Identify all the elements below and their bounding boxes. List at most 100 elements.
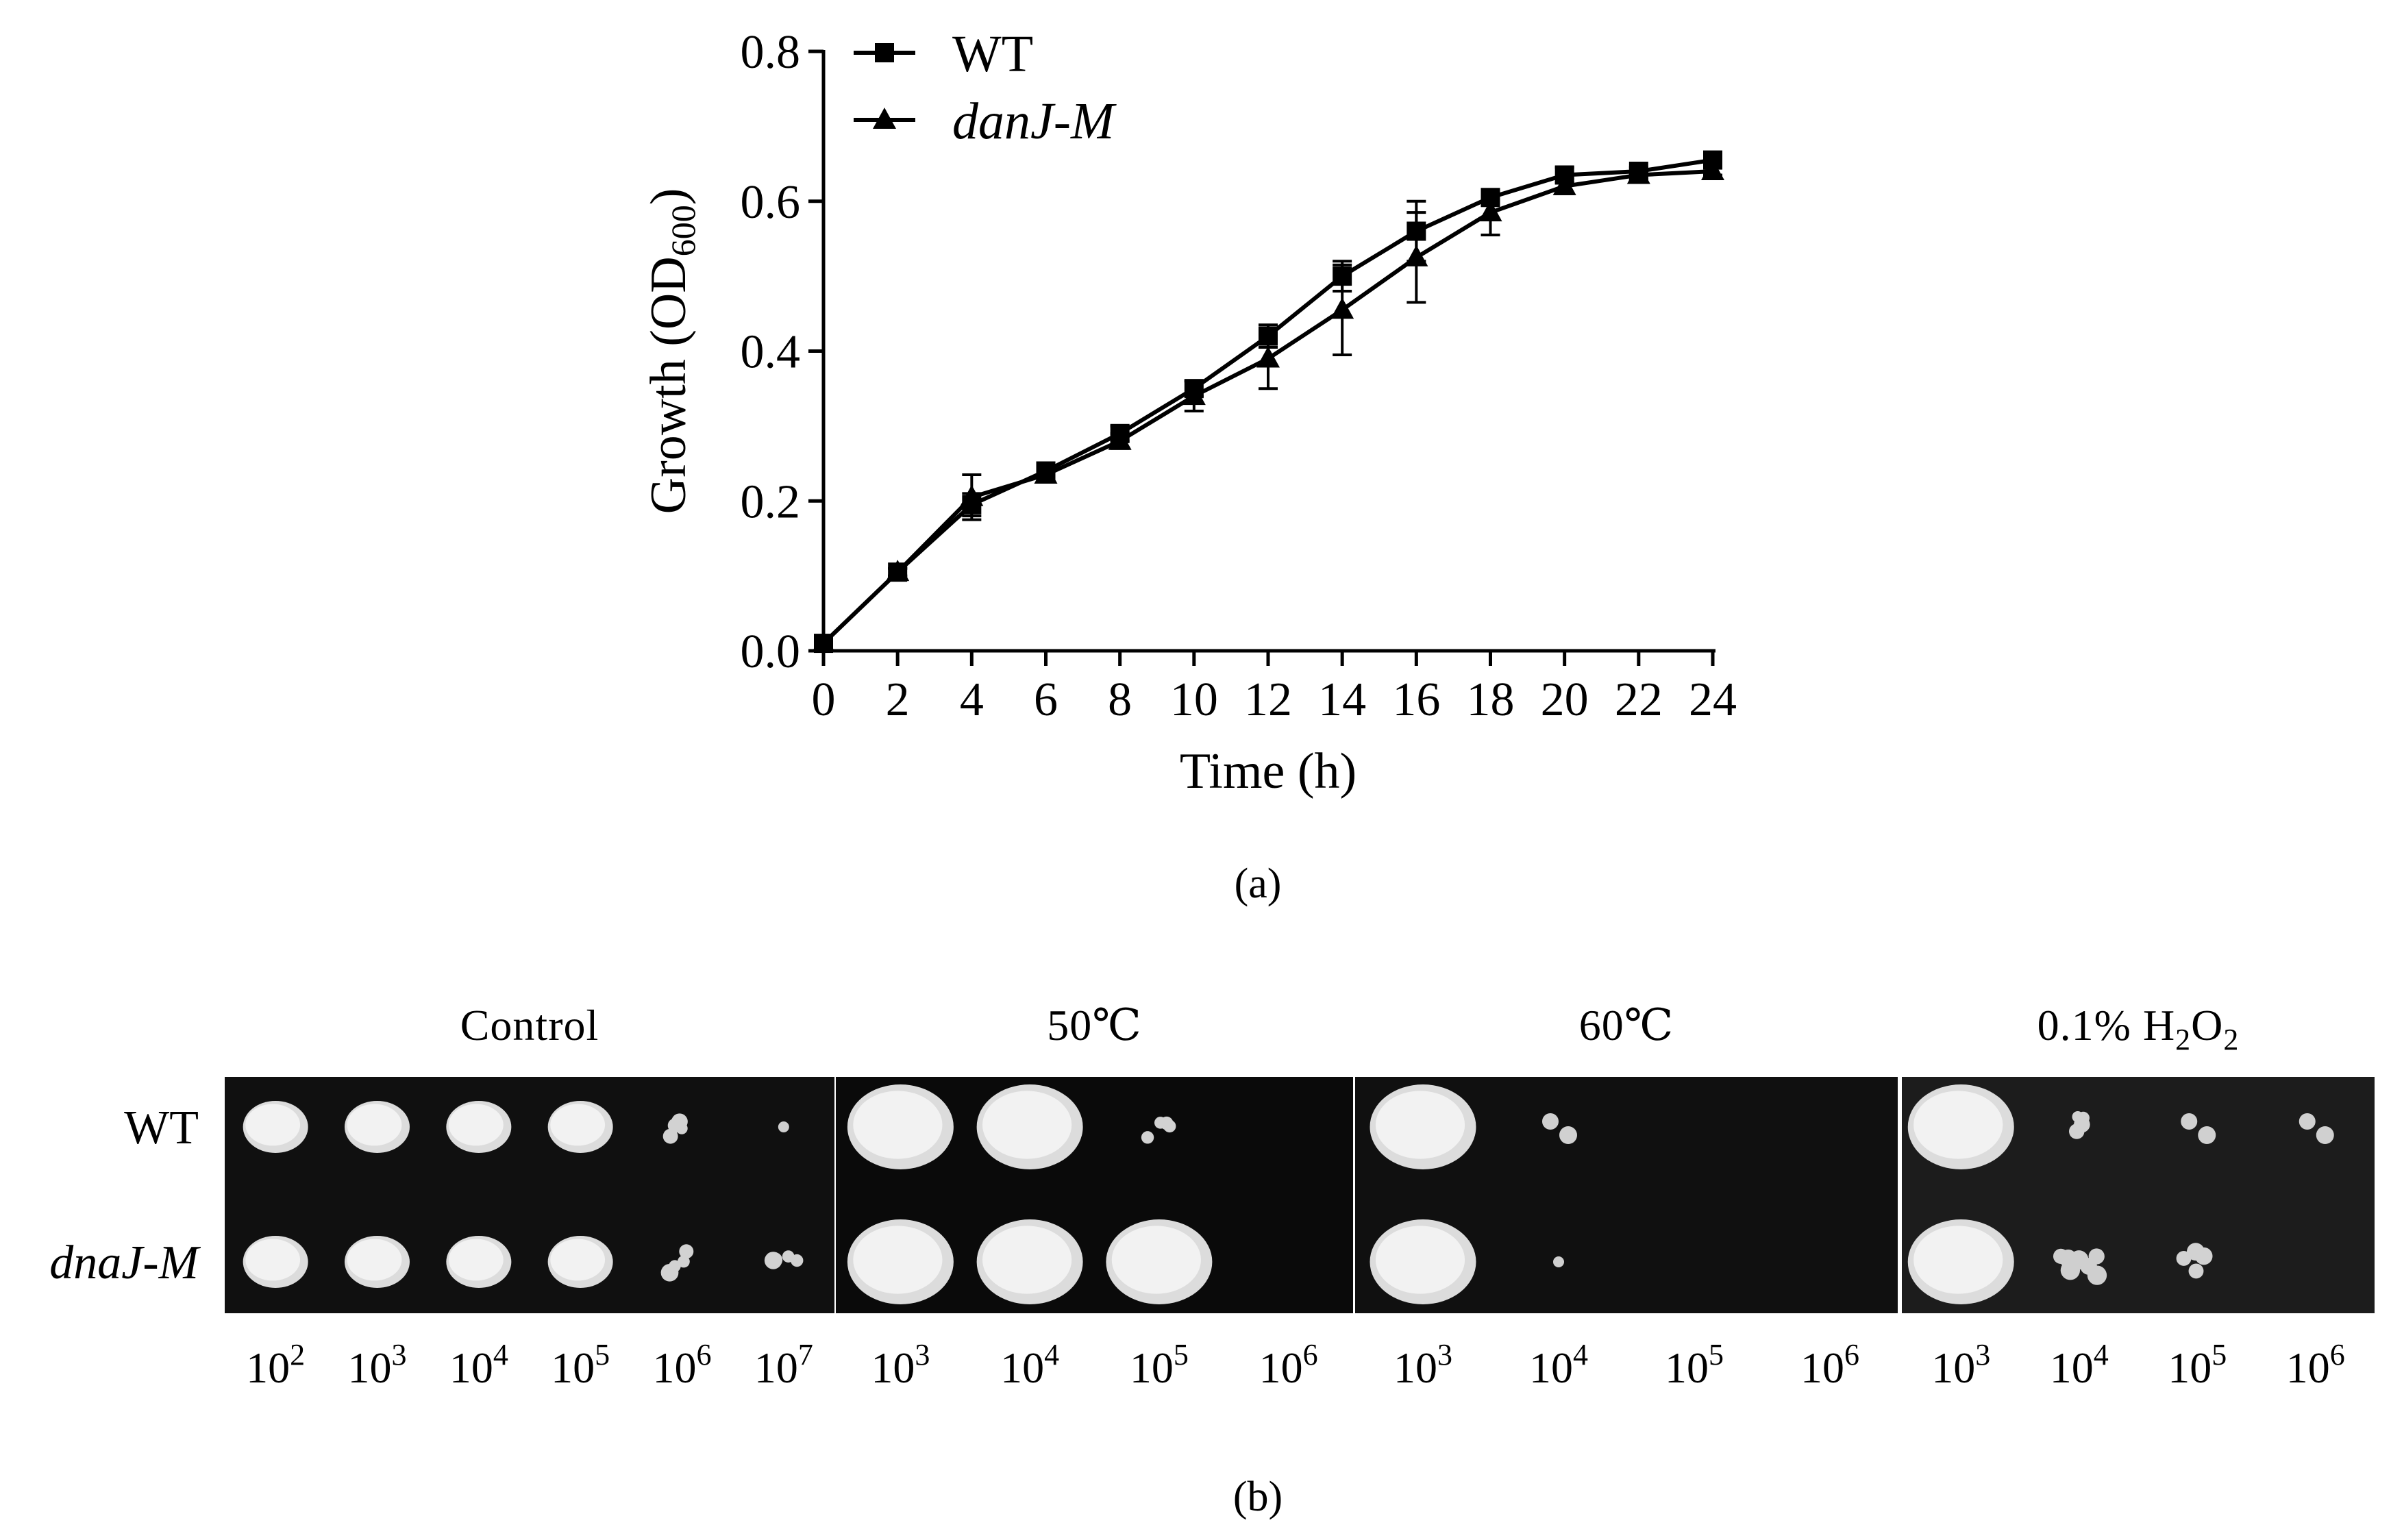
- colony-spot-highlight: [853, 1226, 943, 1294]
- x-tick-label: 10: [1170, 673, 1218, 726]
- colony-spot-highlight: [853, 1091, 943, 1159]
- x-tick-label: 0: [812, 673, 836, 726]
- plate-3: [1902, 1077, 2375, 1313]
- colony: [2299, 1113, 2316, 1130]
- colony: [678, 1255, 690, 1268]
- dilution-label: 104: [449, 1338, 508, 1392]
- dilution-label: 106: [653, 1338, 712, 1392]
- strain-labels: WT dnaJ-M: [49, 1102, 201, 1289]
- colony-spot-highlight: [347, 1239, 402, 1281]
- dilution-label: 105: [2168, 1338, 2227, 1392]
- dilution-exponent: 7: [798, 1338, 813, 1371]
- dilution-base: 10: [2050, 1343, 2094, 1392]
- plate-1: [836, 1077, 1353, 1313]
- dilution-base: 10: [1000, 1343, 1044, 1392]
- colony: [1163, 1119, 1176, 1133]
- x-tick-label: 24: [1689, 673, 1737, 726]
- data-point: [1626, 162, 1650, 184]
- condition-label-3: 0.1% H2O2: [2037, 1001, 2240, 1056]
- condition-label-text: O: [2191, 1001, 2223, 1050]
- dilution-base: 10: [246, 1343, 290, 1392]
- dilution-exponent: 3: [392, 1338, 407, 1371]
- dilution-label: 103: [348, 1338, 407, 1392]
- dilution-label: 104: [2050, 1338, 2109, 1392]
- data-point: [1108, 428, 1132, 450]
- dilution-base: 10: [1393, 1343, 1437, 1392]
- y-tick-label: 0.8: [741, 26, 801, 79]
- dilution-exponent: 5: [1709, 1338, 1724, 1371]
- data-point: [886, 560, 910, 582]
- colony: [791, 1254, 804, 1267]
- colony-spot-highlight: [1111, 1226, 1201, 1294]
- dilution-base: 10: [1931, 1343, 1975, 1392]
- dilution-exponent: 3: [1975, 1338, 1990, 1371]
- legend-label: danJ-M: [952, 92, 1117, 150]
- dilution-base: 10: [449, 1343, 493, 1392]
- condition-label-text: 0.1% H: [2037, 1001, 2176, 1050]
- dilution-exponent: 5: [2212, 1338, 2227, 1371]
- y-tick-label: 0.2: [741, 475, 801, 528]
- data-point: [1182, 384, 1206, 406]
- dilution-label: 105: [1130, 1338, 1189, 1392]
- dilution-base: 10: [1130, 1343, 1174, 1392]
- dilution-exponent: 6: [1844, 1338, 1859, 1371]
- colony: [778, 1121, 789, 1132]
- colony: [1542, 1113, 1559, 1130]
- colony: [2080, 1258, 2097, 1275]
- y-axis-title-close: ): [641, 188, 697, 206]
- condition-labels: Control 50℃ 60℃ 0.1% H2O2: [460, 1001, 2240, 1056]
- dilution-base: 10: [653, 1343, 697, 1392]
- data-point: [960, 484, 984, 506]
- colony-spot-highlight: [245, 1239, 301, 1281]
- dilution-base: 10: [1259, 1343, 1303, 1392]
- growth-curve-chart: 0 2 4 6 8 10 12 14 16 18 20 22 240.00.20.40.60.8 WTd…: [641, 25, 1737, 907]
- chart-legend: WT danJ-M: [854, 25, 1117, 150]
- colony-spot-highlight: [1913, 1091, 2003, 1159]
- colony-spot-highlight: [550, 1104, 606, 1146]
- y-axis-title-subscript: 600: [664, 205, 702, 256]
- plate-background: [225, 1077, 834, 1313]
- colony-spot-highlight: [1913, 1226, 2003, 1294]
- colony: [2198, 1126, 2216, 1144]
- y-tick-label: 0.6: [741, 176, 801, 229]
- plate-0: [225, 1077, 834, 1313]
- colony: [1559, 1126, 1577, 1144]
- dilution-label: 104: [1000, 1338, 1059, 1392]
- colony: [2188, 1263, 2204, 1279]
- condition-label-subscript: 2: [2175, 1023, 2191, 1056]
- dilution-labels: 102 103 104 105 106 107 103 104 105 106 103 104 105 1…: [246, 1338, 2345, 1392]
- colony-spot-highlight: [448, 1104, 504, 1146]
- plate-2: [1355, 1077, 1898, 1313]
- chart-axes: 0 2 4 6 8 10 12 14 16 18 20 22 240.00.20.40.60.8: [741, 26, 1737, 726]
- dilution-label: 107: [754, 1338, 813, 1392]
- colony-spot-highlight: [1375, 1091, 1465, 1159]
- legend-item: WT: [854, 25, 1033, 83]
- data-point: [1330, 297, 1354, 319]
- dilution-base: 10: [551, 1343, 595, 1392]
- dilution-exponent: 4: [2094, 1338, 2109, 1371]
- dilution-exponent: 2: [290, 1338, 305, 1371]
- dilution-label: 103: [1393, 1338, 1452, 1392]
- data-point: [1701, 159, 1724, 180]
- data-point: [1034, 462, 1058, 484]
- colony: [2069, 1123, 2085, 1139]
- dilution-label: 103: [871, 1338, 930, 1392]
- dilution-exponent: 5: [1174, 1338, 1189, 1371]
- colony-spot-highlight: [982, 1226, 1072, 1294]
- colony: [660, 1263, 679, 1282]
- strain-label-1: dnaJ-M: [49, 1237, 201, 1289]
- x-tick-label: 12: [1244, 673, 1292, 726]
- x-tick-label: 8: [1108, 673, 1132, 726]
- data-point: [1404, 245, 1428, 266]
- data-point: [1256, 346, 1280, 368]
- colony-spot-highlight: [448, 1239, 504, 1281]
- x-axis-title: Time (h): [1180, 743, 1356, 799]
- colony: [679, 1244, 694, 1259]
- dilution-exponent: 3: [1437, 1338, 1452, 1371]
- colony: [1141, 1131, 1154, 1144]
- x-tick-label: 22: [1615, 673, 1663, 726]
- strain-label-0: WT: [124, 1102, 199, 1154]
- data-point: [812, 631, 835, 653]
